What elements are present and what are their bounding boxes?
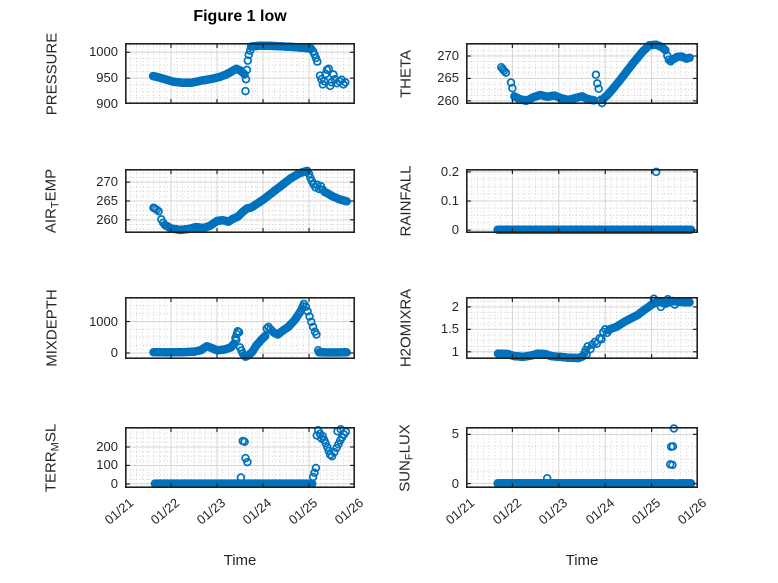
y-tick-label: 0.2 xyxy=(440,163,459,179)
y-tick-label: 270 xyxy=(96,174,118,190)
data-markers-mixdepth xyxy=(149,299,351,362)
axes-box xyxy=(125,169,355,234)
major-grid xyxy=(467,428,697,487)
minor-grid xyxy=(467,428,697,487)
y-tick-label: 1 xyxy=(451,343,459,359)
y-tick-label: 100 xyxy=(96,457,118,473)
x-axis-label-left: Time xyxy=(223,552,257,569)
y-tick-label: 265 xyxy=(437,70,459,86)
axes-box xyxy=(125,297,355,360)
axes-box xyxy=(466,427,698,489)
x-tick-label: 01/22 xyxy=(489,495,525,528)
ylabel-text: AIR xyxy=(42,208,60,234)
y-tick-label: 0 xyxy=(451,222,459,238)
axes-box xyxy=(466,297,698,360)
tick-marks xyxy=(126,298,354,358)
y-tick-label: 900 xyxy=(96,96,118,111)
minor-grid xyxy=(126,427,354,487)
subplot-rainfall xyxy=(466,167,698,235)
x-tick-label: 01/22 xyxy=(148,495,183,528)
y-axis-label-sun-flux: SUNFLUX xyxy=(397,424,416,492)
ylabel-text: RAINFALL xyxy=(397,165,415,237)
subplot-h2omixra xyxy=(466,294,698,363)
x-tick-label: 01/26 xyxy=(332,495,367,528)
x-tick-label: 01/24 xyxy=(582,495,617,528)
ylabel-text: TERR xyxy=(42,450,60,492)
tick-marks xyxy=(467,298,697,358)
ylabel-subscript: M xyxy=(49,441,62,451)
y-tick-label: 1000 xyxy=(89,313,118,329)
y-axis-label-terr-msl: TERRMSL xyxy=(43,423,62,491)
x-tick-label: 01/24 xyxy=(240,495,275,528)
ylabel-subscript: T xyxy=(49,201,62,209)
x-tick-label: 01/21 xyxy=(102,495,137,528)
ylabel-text: EMP xyxy=(42,168,60,202)
y-tick-label: 1.5 xyxy=(440,321,459,337)
x-tick-label: 01/23 xyxy=(535,495,571,528)
y-tick-label: 2 xyxy=(451,298,459,314)
tick-marks xyxy=(126,428,354,487)
y-axis-label-air-temp: AIRTEMP xyxy=(43,169,62,233)
y-tick-label: 0.1 xyxy=(440,193,459,208)
subplot-mixdepth xyxy=(125,297,355,362)
y-tick-label: 260 xyxy=(96,211,118,227)
x-tick-label: 01/23 xyxy=(194,495,229,528)
y-tick-label: 0 xyxy=(451,475,459,491)
x-tick-label: 01/26 xyxy=(675,495,710,528)
ylabel-text: H2OMIXRA xyxy=(397,288,415,368)
y-tick-label: 260 xyxy=(437,92,459,108)
x-tick-label: 01/21 xyxy=(443,495,478,528)
ylabel-text: PRESSURE xyxy=(43,32,61,115)
ylabel-text: THETA xyxy=(397,49,415,98)
subplot-theta xyxy=(466,40,698,108)
tick-marks xyxy=(126,44,354,103)
tick-marks xyxy=(467,170,697,232)
subplot-sun-flux xyxy=(466,424,698,489)
subplot-terr-msl xyxy=(125,424,355,489)
tick-marks xyxy=(467,428,697,487)
y-tick-label: 270 xyxy=(437,48,459,63)
ylabel-text: SUN xyxy=(396,459,414,492)
data-markers-air-temp xyxy=(149,166,351,235)
data-markers-rainfall xyxy=(493,167,696,235)
y-tick-label: 200 xyxy=(96,438,118,454)
axes-box xyxy=(125,43,355,105)
ylabel-text: MIXDEPTH xyxy=(43,289,61,367)
tick-marks xyxy=(467,44,697,103)
x-tick-label: 01/25 xyxy=(628,495,664,528)
minor-grid xyxy=(126,44,354,103)
axes-box xyxy=(466,43,698,105)
data-markers-pressure xyxy=(148,41,350,96)
ylabel-text: SL xyxy=(42,423,60,442)
y-tick-label: 0 xyxy=(110,345,118,361)
axes-box xyxy=(125,427,355,489)
ylabel-subscript: F xyxy=(403,452,416,460)
tick-marks xyxy=(126,170,354,232)
y-axis-label-theta: THETA xyxy=(398,49,415,97)
y-tick-label: 5 xyxy=(451,426,459,442)
data-markers-theta xyxy=(497,40,694,108)
figure-title: Figure 1 low xyxy=(193,8,287,25)
y-axis-label-pressure: PRESSURE xyxy=(44,32,61,115)
y-tick-label: 265 xyxy=(96,193,118,208)
subplot-pressure xyxy=(125,41,355,105)
axes-box xyxy=(466,169,698,234)
subplot-air-temp xyxy=(125,166,355,235)
y-tick-label: 950 xyxy=(96,70,118,86)
y-tick-label: 1000 xyxy=(89,44,118,60)
y-axis-label-rainfall: RAINFALL xyxy=(398,166,415,237)
ylabel-text: LUX xyxy=(396,423,414,453)
y-axis-label-h2omixra: H2OMIXRA xyxy=(398,289,415,367)
x-tick-label: 01/25 xyxy=(286,495,321,528)
y-tick-label: 0 xyxy=(110,475,118,491)
y-axis-label-mixdepth: MIXDEPTH xyxy=(44,289,61,367)
x-axis-label-right: Time xyxy=(565,552,599,569)
